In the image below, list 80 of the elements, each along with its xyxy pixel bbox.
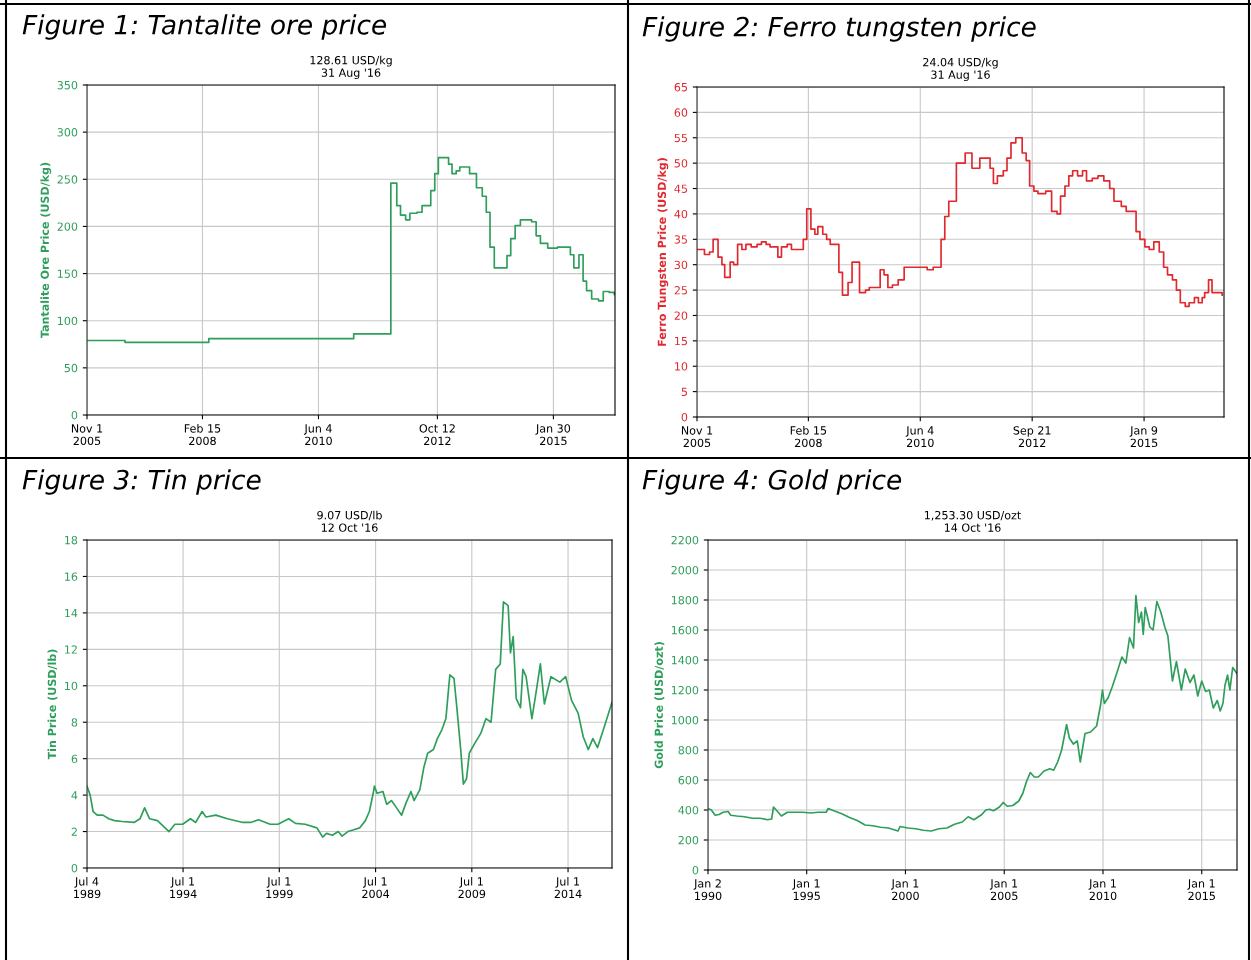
y-tick-label: 6 <box>71 754 78 764</box>
x-tick-label: Nov 1 2005 <box>71 424 103 446</box>
y-tick-label: 100 <box>57 316 78 326</box>
y-tick-label: 8 <box>71 718 78 727</box>
x-tick-label: Sep 21 2012 <box>1013 426 1051 448</box>
x-tick-label: Jan 1 2015 <box>1187 879 1215 901</box>
y-axis-title: Ferro Tungsten Price (USD/kg) <box>657 158 669 346</box>
line-series <box>708 594 1237 832</box>
x-tick-label: Jul 1 2009 <box>458 877 486 899</box>
y-tick-label: 400 <box>678 805 699 815</box>
x-tick-label: Jan 30 2015 <box>535 424 571 446</box>
x-tick-label: Jun 4 2010 <box>303 424 332 446</box>
y-tick-label: 2000 <box>671 565 699 575</box>
y-tick-label: 1400 <box>671 655 699 665</box>
y-tick-label: 2200 <box>671 535 699 545</box>
y-tick-label: 1800 <box>671 595 699 605</box>
y-tick-label: 0 <box>71 863 78 873</box>
chart-subtitle: 1,253.30 USD/ozt 14 Oct '16 <box>924 510 1021 532</box>
chart-subtitle: 128.61 USD/kg 31 Aug '16 <box>310 55 392 79</box>
chart-subtitle: 9.07 USD/lb 12 Oct '16 <box>317 510 382 532</box>
x-tick-label: Jan 1 1995 <box>792 879 820 901</box>
y-axis-title: Tin Price (USD/lb) <box>47 649 58 760</box>
chart-subtitle: 24.04 USD/kg 31 Aug '16 <box>923 57 998 81</box>
x-tick-label: Jan 1 2010 <box>1088 879 1117 901</box>
y-tick-label: 14 <box>65 609 78 618</box>
line-series <box>87 601 612 838</box>
y-tick-label: 40 <box>674 209 688 219</box>
chart-title: Figure 1: Tantalite ore price <box>22 14 387 40</box>
x-tick-label: Jul 4 1989 <box>74 877 101 899</box>
y-tick-label: 0 <box>692 865 699 875</box>
y-tick-label: 350 <box>57 80 78 90</box>
y-tick-label: 35 <box>674 235 687 244</box>
y-tick-label: 18 <box>65 535 78 545</box>
y-tick-label: 20 <box>674 311 688 320</box>
y-tick-label: 150 <box>57 269 78 278</box>
x-tick-label: Feb 15 2008 <box>790 426 827 448</box>
x-tick-label: Jul 1 2004 <box>362 877 390 899</box>
x-tick-label: Oct 12 2012 <box>419 424 455 446</box>
y-tick-label: 1200 <box>671 685 699 695</box>
y-tick-label: 12 <box>65 645 77 654</box>
chart-title: Figure 2: Ferro tungsten price <box>642 16 1036 42</box>
y-tick-label: 800 <box>678 745 699 755</box>
y-tick-label: 55 <box>674 133 687 143</box>
y-tick-label: 30 <box>674 260 688 270</box>
y-tick-label: 600 <box>678 775 699 785</box>
x-tick-label: Jul 1 1999 <box>266 877 293 899</box>
y-tick-label: 50 <box>64 363 78 373</box>
y-tick-label: 2 <box>71 827 77 836</box>
x-tick-label: Jan 9 2015 <box>1129 426 1158 448</box>
y-tick-label: 10 <box>65 681 78 691</box>
y-tick-label: 10 <box>675 362 688 371</box>
y-tick-label: 25 <box>674 286 687 295</box>
x-tick-label: Jan 1 2000 <box>891 879 919 901</box>
y-tick-label: 5 <box>681 387 687 396</box>
x-tick-label: Feb 15 2008 <box>184 424 221 446</box>
y-tick-label: 0 <box>71 410 78 420</box>
y-tick-label: 200 <box>678 835 699 845</box>
y-tick-label: 300 <box>57 128 78 137</box>
y-tick-label: 250 <box>57 175 78 184</box>
y-axis-title: Gold Price (USD/ozt) <box>654 642 665 769</box>
y-tick-label: 1600 <box>671 625 699 635</box>
x-tick-label: Jan 2 1990 <box>693 879 722 901</box>
y-tick-label: 15 <box>675 336 687 346</box>
chart-title: Figure 4: Gold price <box>642 469 902 495</box>
y-tick-label: 4 <box>71 791 78 800</box>
x-tick-label: Jul 1 1994 <box>170 877 197 899</box>
x-tick-label: Jan 1 2005 <box>989 879 1018 901</box>
y-tick-label: 200 <box>57 222 78 231</box>
y-axis-title: Tantalite Ore Price (USD/kg) <box>40 162 52 339</box>
x-tick-label: Jun 4 2010 <box>905 426 934 448</box>
y-tick-label: 60 <box>674 108 688 117</box>
chart-title: Figure 3: Tin price <box>22 469 261 495</box>
x-tick-label: Nov 1 2005 <box>681 426 713 448</box>
y-tick-label: 65 <box>674 82 687 92</box>
y-tick-label: 0 <box>681 412 688 422</box>
y-tick-label: 50 <box>674 159 688 168</box>
y-tick-label: 16 <box>65 572 78 581</box>
y-tick-label: 1000 <box>671 715 699 725</box>
y-tick-label: 45 <box>674 184 687 193</box>
x-tick-label: Jul 1 2014 <box>554 877 582 899</box>
